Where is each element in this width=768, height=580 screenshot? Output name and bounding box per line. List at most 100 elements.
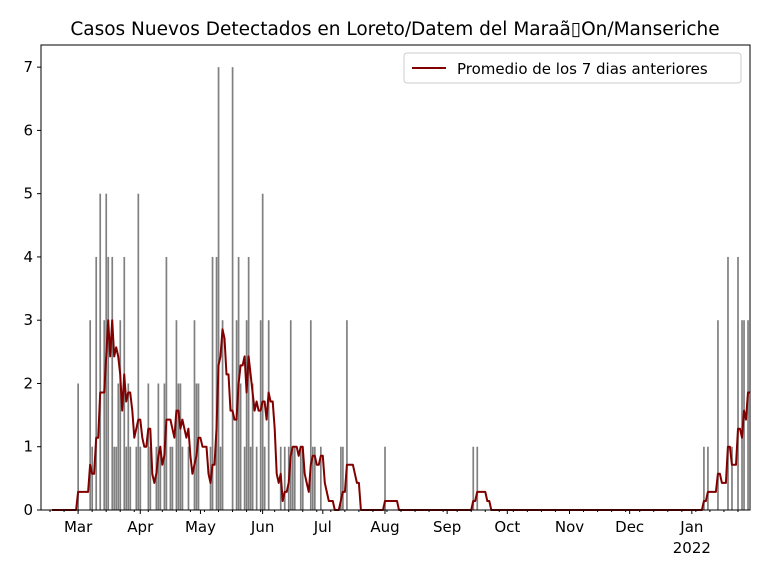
bar-59 <box>159 446 162 510</box>
x-tick-year-label: 2022 <box>673 539 711 557</box>
bar-33 <box>107 256 110 510</box>
bar-130 <box>301 446 304 510</box>
bar-90 <box>221 320 224 510</box>
x-tick-label: May <box>185 518 216 536</box>
bar-53 <box>147 383 150 510</box>
x-tick-label: Jul <box>313 518 332 536</box>
y-tick-label: 6 <box>23 121 33 139</box>
bar-44 <box>129 446 132 510</box>
bar-18 <box>77 383 80 510</box>
bar-35 <box>111 256 114 510</box>
y-tick-label: 1 <box>23 438 33 456</box>
bar-42 <box>125 446 128 510</box>
bar-89 <box>219 446 222 510</box>
y-tick-label: 3 <box>23 311 33 329</box>
bar-27 <box>95 256 98 510</box>
bar-95 <box>231 67 234 511</box>
bar-36 <box>113 446 116 510</box>
y-tick-label: 4 <box>23 248 33 266</box>
bar-330 <box>703 446 705 510</box>
bar-121 <box>283 446 286 510</box>
bar-149 <box>340 446 342 510</box>
x-tick-label: Aug <box>370 518 399 536</box>
bar-107 <box>255 446 258 510</box>
bar-69 <box>179 383 182 510</box>
bar-38 <box>117 383 120 510</box>
bar-49 <box>139 446 142 510</box>
x-axis: Mar Apr May Jun Jul Aug Sep Oct Nov Dec Jan 2022 <box>49 510 739 557</box>
bar-124 <box>289 320 292 510</box>
bar-65 <box>171 446 174 510</box>
bar-104 <box>249 446 252 510</box>
bar-87 <box>215 256 218 510</box>
x-tick-label: Mar <box>64 518 93 536</box>
bar-171 <box>384 446 386 510</box>
bar-110 <box>261 193 264 510</box>
bar-37 <box>115 446 118 510</box>
bar-125 <box>291 446 294 510</box>
bar-25 <box>91 446 94 510</box>
bar-48 <box>137 193 140 510</box>
x-tick-label: Oct <box>494 518 520 536</box>
x-tick-label: Dec <box>615 518 644 536</box>
x-tick-label: Jun <box>250 518 274 536</box>
x-tick-label: Jan <box>679 518 703 536</box>
bar-337 <box>717 320 719 510</box>
x-tick-label: Nov <box>555 518 584 536</box>
bar-62 <box>165 256 168 510</box>
bar-73 <box>187 446 190 510</box>
y-tick-label: 7 <box>23 58 33 76</box>
bar-43 <box>127 383 130 510</box>
bar-134 <box>309 320 312 510</box>
bar-99 <box>239 383 242 510</box>
bar-29 <box>99 193 102 510</box>
bar-58 <box>157 383 160 510</box>
bar-111 <box>263 446 266 510</box>
bar-88 <box>217 67 220 511</box>
bar-47 <box>135 446 138 510</box>
y-axis: 0 1 2 3 4 5 6 7 <box>23 58 41 519</box>
bar-76 <box>193 320 196 510</box>
bar-136 <box>313 446 316 510</box>
bar-342 <box>727 256 729 510</box>
bar-68 <box>177 383 180 510</box>
bar-139 <box>319 446 322 510</box>
bar-215 <box>472 446 475 510</box>
bar-109 <box>259 320 262 510</box>
bar-105 <box>251 383 254 510</box>
x-tick-label: Apr <box>127 518 154 536</box>
y-tick-label: 0 <box>23 501 33 519</box>
bar-113 <box>267 320 270 510</box>
bar-347 <box>737 256 739 510</box>
bar-85 <box>211 256 214 510</box>
bar-102 <box>245 320 248 510</box>
bar-103 <box>247 256 250 510</box>
bar-24 <box>89 320 92 510</box>
bar-54 <box>149 446 152 510</box>
bar-332 <box>707 446 709 510</box>
bar-126 <box>293 446 296 510</box>
bar-70 <box>181 446 184 510</box>
bar-344 <box>731 446 733 510</box>
x-tick-label: Sep <box>433 518 461 536</box>
bar-31 <box>103 320 106 510</box>
bar-101 <box>243 446 246 510</box>
legend-label: Promedio de los 7 dias anteriores <box>457 60 708 78</box>
bar-39 <box>119 320 122 510</box>
bar-352 <box>747 320 749 510</box>
bars <box>77 67 749 511</box>
bar-129 <box>299 446 302 510</box>
y-tick-label: 5 <box>23 185 33 203</box>
bar-349 <box>741 320 743 510</box>
bar-57 <box>155 446 158 510</box>
bar-135 <box>311 446 314 510</box>
bar-152 <box>346 320 348 510</box>
bar-78 <box>197 383 200 510</box>
chart-title: Casos Nuevos Detectados en Loreto/Datem … <box>70 19 719 40</box>
bar-64 <box>169 446 172 510</box>
bar-150 <box>342 446 344 510</box>
bar-217 <box>476 446 479 510</box>
legend: Promedio de los 7 dias anteriores <box>403 52 742 84</box>
plot-frame <box>40 44 751 511</box>
